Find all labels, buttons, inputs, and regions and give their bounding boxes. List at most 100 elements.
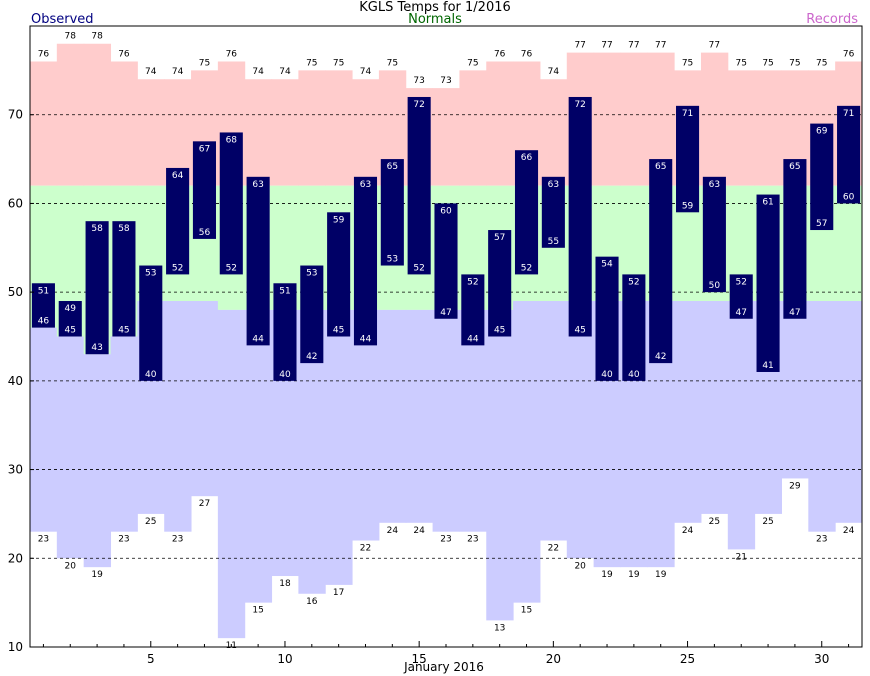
observed-low-label: 42: [306, 352, 317, 362]
record-low-band: [83, 354, 112, 568]
record-low-label: 19: [601, 570, 613, 580]
y-tick-label: 10: [8, 640, 23, 654]
record-low-label: 23: [467, 535, 478, 545]
record-low-band: [486, 309, 514, 621]
record-low-band: [378, 309, 407, 523]
observed-low-label: 45: [333, 326, 344, 336]
record-low-band: [781, 301, 809, 479]
observed-high-label: 58: [118, 224, 130, 234]
observed-high-label: 65: [789, 162, 800, 172]
record-high-label: 75: [789, 58, 800, 68]
record-low-band: [459, 309, 487, 532]
record-low-label: 23: [118, 535, 129, 545]
observed-low-label: 53: [387, 255, 398, 265]
y-tick-label: 70: [8, 108, 23, 122]
observed-bar: [783, 159, 807, 319]
observed-bar: [246, 176, 270, 346]
record-high-label: 77: [628, 41, 639, 51]
observed-bar: [434, 203, 458, 319]
observed-bar: [595, 256, 619, 381]
observed-low-label: 47: [789, 308, 800, 318]
record-high-label: 75: [467, 58, 478, 68]
observed-high-label: 57: [494, 233, 505, 243]
observed-low-label: 60: [843, 192, 855, 202]
record-low-label: 19: [655, 570, 667, 580]
observed-low-label: 52: [172, 263, 183, 273]
record-high-band: [620, 52, 648, 186]
observed-low-label: 56: [199, 228, 211, 238]
record-low-label: 23: [38, 535, 49, 545]
record-high-label: 77: [574, 41, 585, 51]
observed-high-label: 65: [655, 162, 666, 172]
observed-bar: [649, 159, 673, 364]
record-low-band: [217, 309, 246, 639]
y-tick-label: 20: [8, 551, 23, 565]
legend-records: Records: [806, 12, 858, 27]
record-low-label: 16: [306, 597, 318, 607]
observed-high-label: 53: [145, 269, 156, 279]
record-low-band: [191, 301, 219, 497]
record-low-label: 23: [816, 535, 827, 545]
observed-bar: [353, 176, 378, 346]
observed-low-label: 55: [548, 237, 559, 247]
record-high-label: 75: [387, 58, 398, 68]
x-tick-label: 20: [546, 652, 561, 666]
observed-bar: [219, 132, 243, 275]
observed-low-label: 52: [521, 263, 532, 273]
record-high-band: [754, 70, 782, 186]
record-low-label: 22: [360, 544, 371, 554]
record-low-band: [808, 301, 836, 532]
legend-observed: Observed: [31, 12, 94, 27]
record-high-label: 78: [65, 32, 77, 42]
record-high-label: 76: [118, 49, 130, 59]
record-low-band: [164, 301, 192, 532]
observed-low-label: 40: [279, 370, 291, 380]
record-high-label: 76: [843, 49, 855, 59]
observed-low-label: 57: [816, 219, 827, 229]
record-high-label: 77: [709, 41, 720, 51]
observed-bars-layer: 51 46 49 45 58 43 58 45 53 40 64 52 67 56 68 52 63 44 51 40…: [31, 96, 861, 381]
observed-high-label: 54: [601, 260, 613, 270]
record-low-band: [405, 309, 434, 523]
observed-low-label: 43: [91, 343, 102, 353]
record-high-band: [244, 79, 273, 186]
x-tick-label: 30: [814, 652, 829, 666]
observed-low-label: 52: [226, 263, 237, 273]
observed-low-label: 47: [440, 308, 451, 318]
observed-high-label: 64: [172, 171, 184, 181]
observed-high-label: 60: [440, 206, 452, 216]
record-low-label: 27: [199, 499, 210, 509]
observed-high-label: 68: [226, 135, 238, 145]
observed-bar: [568, 96, 592, 337]
observed-low-label: 45: [494, 326, 505, 336]
record-low-label: 25: [145, 517, 156, 527]
observed-low-label: 47: [735, 308, 746, 318]
observed-bar: [541, 176, 565, 248]
record-high-label: 75: [762, 58, 773, 68]
observed-high-label: 65: [387, 162, 398, 172]
record-high-label: 73: [440, 76, 451, 86]
record-high-band: [459, 70, 487, 186]
record-low-band: [566, 301, 595, 559]
observed-high-label: 52: [735, 277, 746, 287]
record-low-band: [30, 327, 58, 532]
record-low-band: [325, 309, 353, 585]
legend-normals: Normals: [408, 12, 462, 27]
observed-high-label: 61: [762, 198, 773, 208]
record-low-label: 24: [682, 526, 694, 536]
chart-title: KGLS Temps for 1/2016: [359, 0, 511, 15]
record-high-band: [727, 70, 756, 186]
observed-high-label: 69: [816, 127, 828, 137]
observed-bar: [837, 105, 861, 204]
observed-bar: [676, 105, 700, 213]
record-low-label: 13: [494, 623, 505, 633]
y-tick-label: 50: [8, 285, 23, 299]
observed-bar: [166, 167, 190, 275]
observed-high-label: 49: [65, 304, 77, 314]
record-low-label: 24: [843, 526, 855, 536]
record-high-band: [325, 70, 353, 186]
record-low-band: [674, 301, 702, 523]
observed-bar: [139, 265, 163, 381]
observed-bar: [514, 150, 539, 275]
